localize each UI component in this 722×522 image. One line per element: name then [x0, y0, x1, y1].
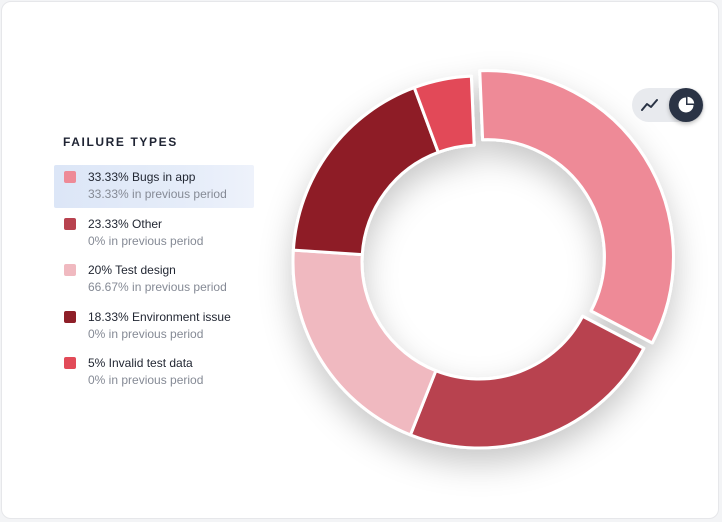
legend-item-label: 33.33% Bugs in app — [88, 170, 196, 184]
legend-item-label: 5% Invalid test data — [88, 356, 193, 370]
pie-chart-button[interactable] — [669, 88, 703, 122]
legend-item-previous: 0% in previous period — [88, 233, 204, 248]
donut-slice-environment-issue[interactable] — [291, 86, 440, 257]
legend-item-label: 23.33% Other — [88, 216, 163, 231]
donut-slice-other[interactable] — [408, 314, 646, 450]
pie-chart-icon — [678, 96, 695, 113]
legend-item-previous: 66.67% in previous period — [88, 280, 227, 294]
legend-item-bugs-in-app[interactable]: 33.33% Bugs in app 33.33% in previous pe… — [54, 165, 254, 208]
legend-swatch — [64, 217, 76, 230]
legend-swatch — [64, 264, 76, 276]
donut-slice-bugs-in-app[interactable] — [478, 69, 675, 345]
legend-item-previous: 0% in previous period — [88, 373, 204, 387]
legend-item-label: 18.33% Environment issue — [88, 309, 231, 324]
legend-item-previous: 0% in previous period — [88, 326, 204, 341]
legend-swatch — [64, 357, 76, 369]
line-chart-button[interactable] — [633, 88, 667, 122]
legend-item-previous: 33.33% in previous period — [88, 187, 227, 201]
donut-slice-invalid-test-data[interactable] — [412, 74, 476, 154]
legend-item-other[interactable]: 23.33% Other 0% in previous period — [54, 212, 254, 255]
legend-title: FAILURE TYPES — [63, 135, 178, 149]
legend-item-invalid-test-data[interactable]: 5% Invalid test data 0% in previous peri… — [54, 351, 254, 394]
legend-item-test-design[interactable]: 20% Test design 66.67% in previous perio… — [54, 258, 254, 301]
legend-swatch — [64, 310, 76, 323]
donut-slice-test-design[interactable] — [291, 248, 438, 437]
legend-swatch — [64, 171, 76, 183]
legend-item-environment-issue[interactable]: 18.33% Environment issue 0% in previous … — [54, 305, 254, 348]
legend-item-label: 20% Test design — [88, 263, 176, 277]
line-chart-icon — [641, 99, 658, 111]
chart-type-toggle — [632, 88, 704, 122]
legend: 33.33% Bugs in app 33.33% in previous pe… — [54, 165, 254, 398]
